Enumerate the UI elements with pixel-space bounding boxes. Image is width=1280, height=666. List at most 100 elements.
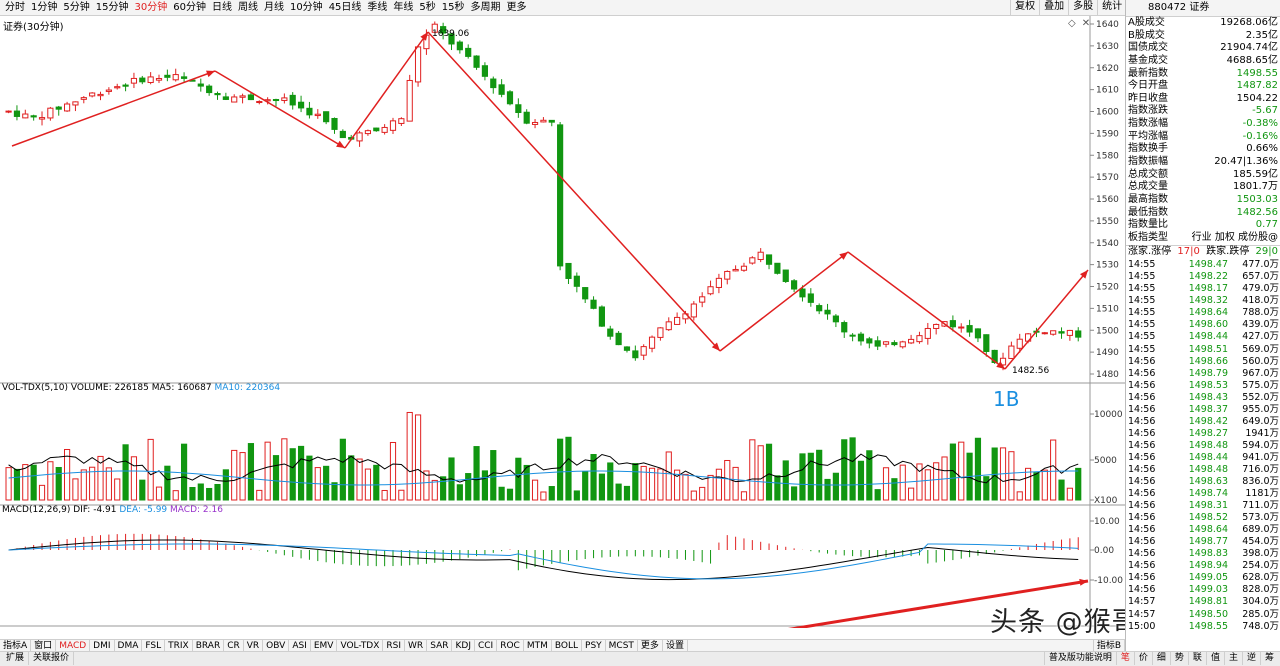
volume-bar	[80, 469, 87, 501]
chart-area[interactable]: 1640 1630 1620 1610 1600 1590 1580 1570 1560 1550…	[0, 16, 1125, 628]
close-icon[interactable]: ✕	[1081, 18, 1091, 29]
diamond-icon[interactable]: ◇	[1068, 18, 1076, 29]
indicator-tab[interactable]: KDJ	[452, 640, 475, 652]
macd-tick-label: -10.00	[1094, 576, 1123, 586]
status-right-item[interactable]: 值	[1205, 652, 1224, 665]
period-tab[interactable]: 10分钟	[289, 2, 323, 13]
tick-time: 14:56	[1128, 415, 1156, 427]
candle-body	[690, 303, 697, 318]
volume-bar	[607, 462, 614, 501]
volume-bar	[732, 466, 739, 501]
period-tab[interactable]: 季线	[367, 2, 388, 13]
indicator-tab[interactable]: ROC	[497, 640, 524, 652]
period-tab[interactable]: 5秒	[419, 2, 436, 13]
stat-value: 4688.65亿	[1226, 54, 1278, 66]
period-tab[interactable]: 年线	[393, 2, 414, 13]
indicator-tab[interactable]: MTM	[524, 640, 552, 652]
status-right-item[interactable]: 联	[1187, 652, 1206, 665]
indicator-tab[interactable]: BOLL	[552, 640, 583, 652]
period-tab[interactable]: 更多	[506, 2, 527, 13]
tick-row: 14:56 1498.52 573.0万	[1126, 512, 1280, 524]
indicator-tab[interactable]: VOL-TDX	[337, 640, 384, 652]
indicator-tab[interactable]: BRAR	[193, 640, 225, 652]
volume-bar	[38, 484, 46, 501]
tick-vol: 304.0万	[1242, 596, 1279, 608]
status-right-item[interactable]: 势	[1169, 652, 1188, 665]
indicator-tab[interactable]: EMV	[311, 640, 338, 652]
indicator-tab[interactable]: PSY	[582, 640, 606, 652]
indicator-tab[interactable]: 设置	[663, 640, 688, 652]
period-tab[interactable]: 15秒	[441, 2, 465, 13]
stat-value: -0.38%	[1242, 118, 1278, 130]
candle-body	[966, 325, 973, 333]
indicator-tab[interactable]: CR	[224, 640, 244, 652]
stat-value: 1498.55	[1236, 67, 1278, 79]
tool-button[interactable]: 叠加	[1039, 0, 1068, 15]
indicator-tab[interactable]: CCI	[475, 640, 498, 652]
status-left-item[interactable]: 扩展	[2, 652, 30, 665]
status-right-item[interactable]: 细	[1151, 652, 1170, 665]
candle-body	[206, 85, 213, 94]
status-right-item[interactable]: 价	[1133, 652, 1152, 665]
indicator-tab[interactable]: 指标A	[0, 640, 32, 652]
tick-list[interactable]: 14:55 1498.47 477.0万 14:55 1498.22 657.0万 14:5…	[1126, 259, 1280, 632]
tick-price: 1498.53	[1188, 379, 1228, 391]
period-tab[interactable]: 周线	[237, 2, 258, 13]
stat-value: 0.66%	[1246, 143, 1278, 155]
status-right-item[interactable]: 笔	[1115, 652, 1134, 665]
indicator-tab[interactable]: 窗口	[31, 640, 57, 652]
candle-body	[440, 26, 447, 34]
indicator-tab[interactable]: VR	[244, 640, 264, 652]
indicator-tab[interactable]: OBV	[263, 640, 290, 652]
indicator-tab[interactable]: DMA	[115, 640, 143, 652]
volume-bar	[72, 478, 79, 501]
stats-list: A股成交 19268.06亿 B股成交 2.35亿 国债成交 21904.74亿 基金成交 4…	[1126, 17, 1280, 245]
indicator-tab[interactable]: DMI	[90, 640, 115, 652]
period-tab[interactable]: 1分钟	[31, 2, 58, 13]
stat-value: 1482.56	[1236, 206, 1278, 218]
indicator-tab[interactable]: TRIX	[165, 640, 193, 652]
tool-button[interactable]: 复权	[1010, 0, 1039, 15]
candle-body	[674, 316, 681, 325]
annotation-1b: 1B	[993, 387, 1020, 411]
indicator-tab[interactable]: WR	[405, 640, 428, 652]
period-tab[interactable]: 月线	[263, 2, 284, 13]
period-tab[interactable]: 5分钟	[63, 2, 90, 13]
tool-button[interactable]: 统计	[1097, 0, 1126, 15]
indicator-b-button[interactable]: 指标B	[1092, 640, 1125, 652]
tick-vol: 955.0万	[1242, 403, 1279, 415]
period-tab[interactable]: 60分钟	[173, 2, 206, 13]
kline-chart[interactable]: 1640 1630 1620 1610 1600 1590 1580 1570 1560 1550…	[0, 16, 1125, 628]
indicator-tab[interactable]: 更多	[638, 640, 663, 652]
status-right-item[interactable]: 逆	[1241, 652, 1260, 665]
period-tab[interactable]: 15分钟	[95, 2, 129, 13]
status-right-item[interactable]: 筹	[1259, 652, 1278, 665]
indicator-tab[interactable]: MCST	[606, 640, 638, 652]
status-left-item[interactable]: 关联报价	[29, 652, 75, 665]
candle-body	[523, 111, 530, 124]
tick-time: 14:55	[1128, 331, 1156, 343]
status-right-item[interactable]: 主	[1223, 652, 1242, 665]
volume-bar	[297, 445, 305, 501]
tick-time: 14:55	[1128, 295, 1156, 307]
tick-price: 1498.74	[1188, 488, 1228, 500]
tool-button[interactable]: 多股	[1068, 0, 1097, 15]
period-tab[interactable]: 45日线	[328, 2, 362, 13]
indicator-tab[interactable]: FSL	[142, 640, 166, 652]
period-tab[interactable]: 分时	[5, 2, 25, 13]
indicator-tab[interactable]: SAR	[427, 640, 453, 652]
stat-label: 总成交量	[1128, 181, 1168, 193]
stat-value: 行业 加权 成份股@	[1191, 231, 1278, 243]
status-right-item[interactable]: 普及版功能说明	[1043, 652, 1116, 665]
period-tab[interactable]: 日线	[211, 2, 232, 13]
annotation-arrow	[214, 70, 346, 149]
indicator-tab[interactable]: MACD	[56, 640, 91, 652]
tick-row: 14:56 1498.77 454.0万	[1126, 536, 1280, 548]
volume-bar	[440, 476, 447, 501]
period-tab[interactable]: 30分钟	[134, 2, 168, 13]
indicator-tab[interactable]: RSI	[383, 640, 406, 652]
indicator-tab[interactable]: ASI	[289, 640, 311, 652]
price-tick-label: 1550	[1096, 217, 1119, 227]
period-tab[interactable]: 多周期	[470, 2, 501, 13]
price-tick-label: 1520	[1096, 283, 1119, 293]
